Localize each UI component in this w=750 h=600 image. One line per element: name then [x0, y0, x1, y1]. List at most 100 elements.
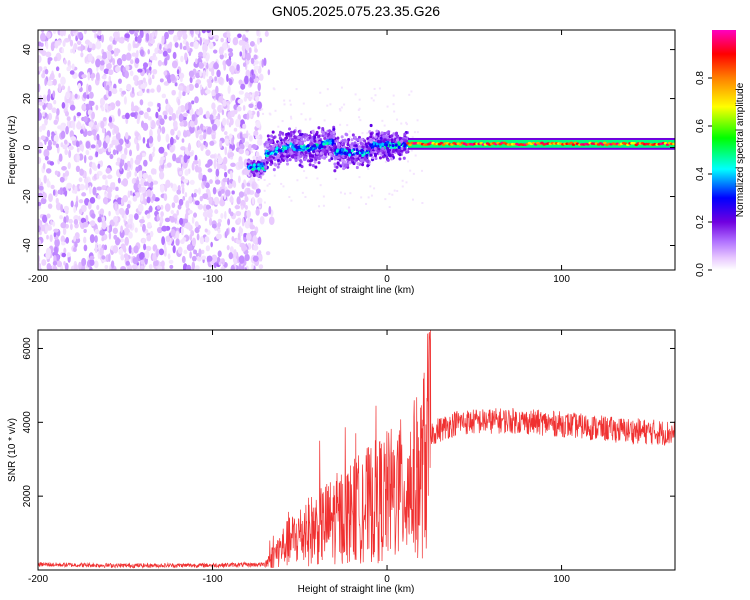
spectrogram-noise-cell [201, 30, 206, 34]
spectrogram-noise-cell [146, 189, 152, 198]
spectrogram-noise-cell [173, 34, 178, 43]
spectrogram-noise-cell [75, 165, 81, 173]
spectrogram-noise-cell [170, 228, 176, 237]
spectrogram-fringe-cell [302, 102, 305, 105]
spectrogram-noise-cell [159, 78, 164, 83]
spectrogram-signal-cell [285, 155, 289, 159]
spectrogram-noise-cell [58, 84, 62, 93]
spectrogram-noise-cell [217, 256, 221, 263]
spectrogram-noise-cell [67, 162, 71, 170]
spectrogram-noise-cell [239, 51, 243, 57]
spectrogram-fringe-cell [273, 174, 276, 177]
spectrogram-noise-cell [230, 172, 233, 179]
spectrogram-signal-cell [340, 158, 344, 162]
spectrogram-noise-cell [202, 125, 206, 130]
colorbar-label: Normalized spectral amplitude [735, 82, 746, 217]
spectrogram-signal-cell [313, 139, 317, 143]
spectrogram-noise-cell [193, 188, 199, 194]
spectrogram-signal-cell [387, 153, 391, 157]
spectrogram-fringe-cell [259, 143, 262, 146]
spectrogram-fringe-cell [326, 88, 329, 91]
spectrogram-noise-cell [128, 245, 132, 254]
spectrogram-signal-cell [306, 138, 310, 142]
spectrogram-noise-cell [160, 204, 164, 210]
spectrogram-noise-cell [97, 216, 102, 223]
spectrogram-noise-cell [55, 143, 60, 149]
spectrogram-noise-cell [150, 168, 156, 175]
spectrogram-noise-cell [53, 119, 58, 125]
spectrogram-noise-cell [149, 55, 155, 61]
spectrogram-fringe-cell [269, 113, 272, 116]
spectrogram-noise-cell [146, 213, 151, 219]
colorbar-tick-label: 0.4 [695, 167, 706, 181]
colorbar-tick-label: 0.6 [695, 119, 706, 133]
spectrogram-noise-cell [211, 134, 216, 140]
spectrogram-noise-cell [118, 78, 122, 84]
spectrogram-noise-cell [97, 163, 101, 169]
spectrogram-noise-cell [89, 220, 96, 227]
spectrogram-fringe-cell [290, 117, 293, 120]
spectrogram-noise-cell [256, 110, 260, 118]
spectrogram-noise-cell [220, 37, 224, 43]
spectrogram-signal-cell [293, 136, 297, 140]
spectrogram-noise-cell [240, 83, 246, 90]
spectrogram-signal-cell [376, 150, 380, 154]
spectrogram-fringe-cell [254, 106, 257, 109]
spectrogram-noise-cell [202, 70, 206, 80]
y-tick-label: 0 [22, 144, 33, 150]
spectrogram-noise-cell [215, 168, 220, 177]
spectrogram-signal-cell [403, 147, 407, 151]
spectrogram-fringe-cell [354, 93, 357, 96]
spectrogram-signal-cell [293, 139, 297, 143]
spectrogram-noise-cell [209, 140, 215, 146]
spectrogram-noise-cell [147, 101, 154, 107]
spectrogram-signal-cell [268, 155, 272, 159]
spectrogram-noise-cell [175, 230, 180, 240]
spectrogram-signal-cell [285, 158, 289, 163]
spectrogram-noise-cell [196, 233, 200, 241]
spectrogram-signal-cell [398, 153, 402, 157]
spectrogram-noise-cell [138, 90, 143, 97]
spectrogram-noise-cell [129, 30, 135, 35]
spectrogram-noise-cell [40, 135, 46, 141]
spectrogram-fringe-cell [411, 198, 414, 201]
spectrogram-noise-cell [55, 202, 62, 211]
spectrogram-noise-cell [72, 30, 77, 34]
spectrogram-noise-cell [84, 56, 88, 64]
spectrogram-noise-cell [229, 65, 235, 73]
spectrogram-noise-cell [151, 151, 155, 158]
spectrogram-signal-cell [272, 144, 276, 148]
spectrogram-noise-cell [60, 142, 64, 148]
spectrogram-noise-cell [79, 168, 84, 176]
spectrogram-noise-cell [192, 160, 199, 165]
spectrogram-noise-cell [95, 151, 99, 158]
spectrogram-signal-cell [273, 152, 277, 156]
spectrogram-signal-cell [378, 156, 382, 160]
spectrogram-noise-cell [63, 247, 67, 254]
spectrogram-signal-cell [356, 151, 360, 156]
spectrogram-fringe-cell [322, 204, 325, 207]
spectrogram-noise-cell [59, 215, 63, 220]
spectrogram-noise-cell [265, 251, 271, 256]
spectrogram-noise-cell [85, 149, 89, 155]
spectrogram-fringe-cell [303, 170, 306, 173]
y-tick-label: -20 [22, 189, 33, 204]
spectrogram-noise-cell [64, 262, 69, 270]
spectrogram-x-label: Height of straight line (km) [298, 285, 415, 296]
spectrogram-signal-cell [261, 159, 265, 163]
spectrogram-noise-cell [253, 54, 258, 60]
spectrogram-noise-cell [230, 162, 236, 167]
spectrogram-signal-cell [288, 157, 292, 162]
spectrogram-noise-cell [238, 148, 245, 155]
spectrogram-signal-cell [300, 137, 304, 141]
spectrogram-noise-cell [81, 192, 87, 197]
spectrogram-fringe-cell [348, 206, 351, 209]
spectrogram-noise-cell [134, 131, 140, 138]
spectrogram-noise-cell [198, 62, 204, 69]
spectrogram-noise-cell [140, 83, 147, 89]
spectrogram-noise-cell [112, 227, 118, 235]
spectrogram-noise-cell [109, 154, 114, 160]
spectrogram-noise-cell [188, 151, 194, 157]
spectrogram-signal-cell [347, 157, 351, 162]
spectrogram-fringe-cell [311, 152, 314, 155]
